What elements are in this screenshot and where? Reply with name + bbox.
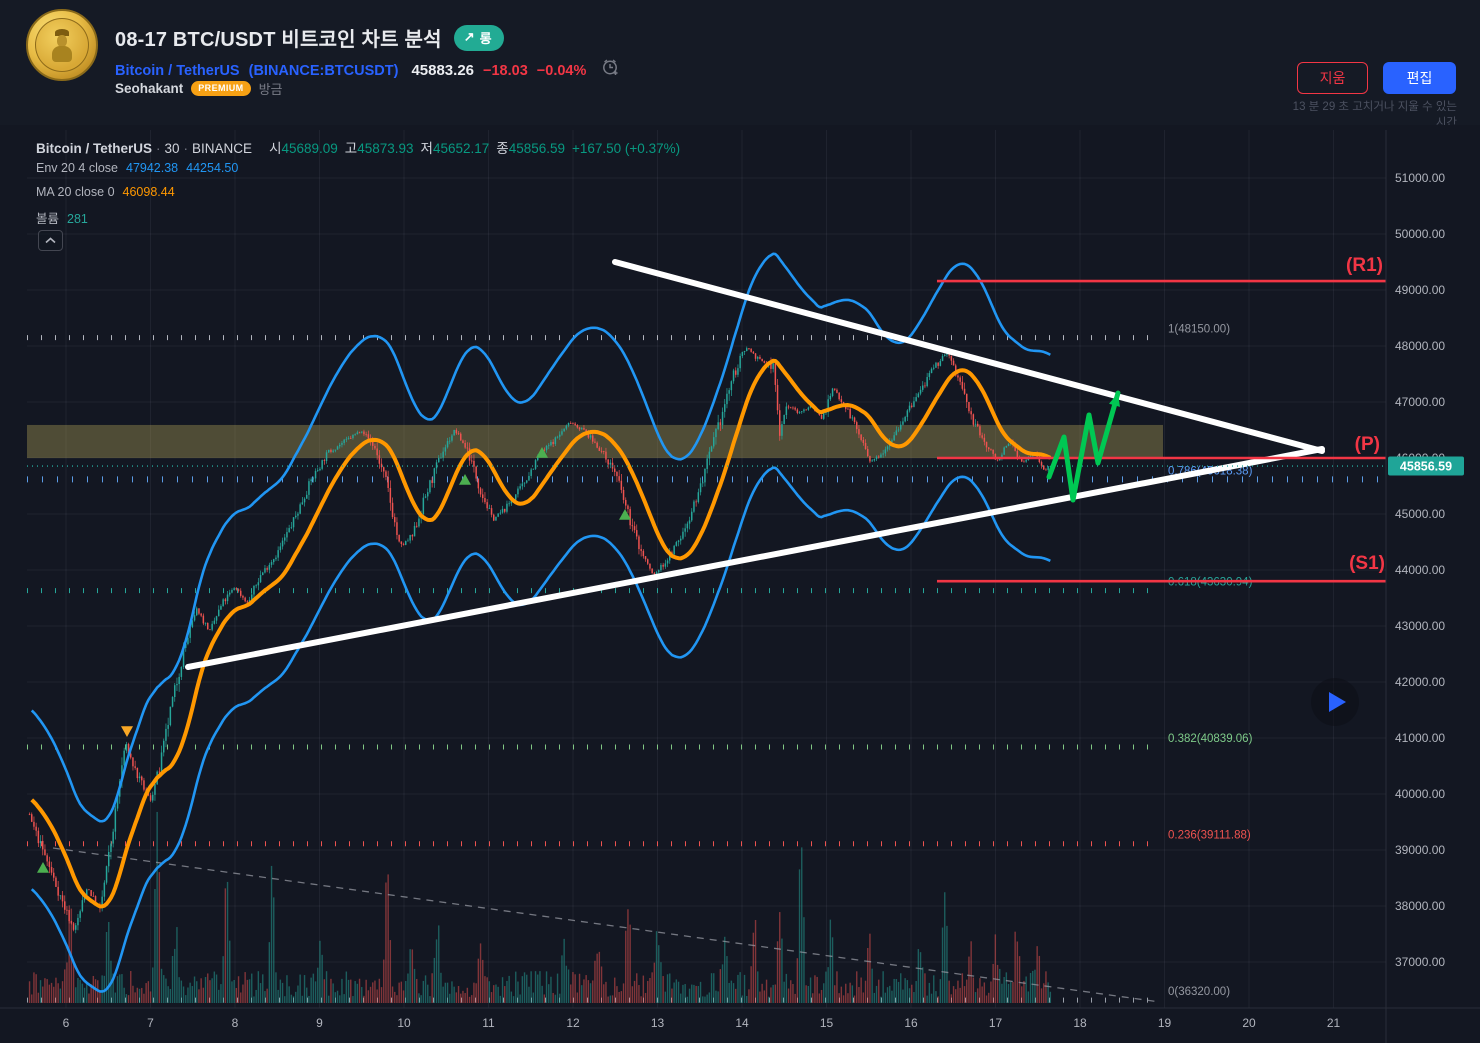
long-badge-label: 롱 [479,30,492,46]
play-button[interactable] [1311,678,1359,726]
svg-text:47000.00: 47000.00 [1395,395,1445,409]
svg-text:9: 9 [316,1016,323,1030]
svg-text:14: 14 [735,1016,749,1030]
legend-env[interactable]: Env 20 4 close 47942.38 44254.50 [36,161,239,175]
svg-text:15: 15 [820,1016,834,1030]
svg-text:50000.00: 50000.00 [1395,227,1445,241]
author-name[interactable]: Seohakant [115,81,184,96]
symbol-price: 45883.26 [411,62,475,79]
posted-time: 방금 [258,82,283,97]
grid [27,130,1386,1008]
env-upper-line [30,252,1051,823]
svg-text:(S1): (S1) [1349,553,1385,574]
volume-trendline[interactable] [52,847,1161,1003]
axes[interactable]: 37000.00 38000.00 39000.00 40000.00 41000.00… [0,130,1480,1043]
svg-text:0.618(43630.94): 0.618(43630.94) [1168,577,1253,589]
svg-text:(R1): (R1) [1346,255,1383,276]
svg-text:45000.00: 45000.00 [1395,507,1445,521]
svg-text:19: 19 [1158,1016,1172,1030]
symbol-change: −18.03 [483,63,528,79]
triangle-pattern[interactable] [185,259,1325,670]
svg-text:45856.59: 45856.59 [1400,460,1452,474]
svg-text:38000.00: 38000.00 [1395,899,1445,913]
premium-badge: PREMIUM [191,81,251,96]
svg-text:16: 16 [904,1016,918,1030]
svg-text:(P): (P) [1355,434,1380,455]
symbol-change-pct: −0.04% [536,63,587,79]
legend-collapse-button[interactable] [38,230,63,251]
symbol-code[interactable]: (BINANCE:BTCUSDT) [248,63,399,79]
page-title: 08-17 BTC/USDT 비트코인 차트 분석 [115,29,442,51]
legend-main[interactable]: Bitcoin / TetherUS · 30 · BINANCE 시45689.09 고4… [36,141,681,156]
play-icon [1329,692,1346,712]
legend-ohlc: 시45689.09 고45873.93 저45652.17 종45856.59 +167… [269,141,681,156]
svg-text:37000.00: 37000.00 [1395,955,1445,969]
svg-text:10: 10 [397,1016,411,1030]
svg-text:17: 17 [989,1016,1003,1030]
svg-text:0(36320.00): 0(36320.00) [1168,986,1230,998]
svg-text:12: 12 [566,1016,580,1030]
projection-arrow[interactable] [1046,390,1121,503]
add-alert-icon[interactable] [601,58,620,82]
svg-text:40000.00: 40000.00 [1395,787,1445,801]
legend-exchange: BINANCE [192,141,253,156]
svg-text:20: 20 [1242,1016,1256,1030]
svg-text:51000.00: 51000.00 [1395,171,1445,185]
volume-bars [28,811,1052,1003]
symbol-link[interactable]: Bitcoin / TetherUS [115,63,240,79]
svg-text:11: 11 [482,1016,495,1030]
ma-line [30,358,1052,909]
trend-up-icon: ↗ [463,29,475,44]
svg-text:1(48150.00): 1(48150.00) [1168,324,1230,336]
svg-text:7: 7 [147,1016,154,1030]
avatar-figure-icon [51,29,73,63]
edit-button[interactable]: 편집 [1383,62,1456,94]
svg-text:6: 6 [63,1016,70,1030]
svg-text:44000.00: 44000.00 [1395,563,1445,577]
svg-text:21: 21 [1327,1016,1341,1030]
last-price-label: 45856.59 [1388,456,1464,476]
pivot-lines[interactable]: (R1) (P) (S1) [937,255,1386,583]
svg-text:42000.00: 42000.00 [1395,675,1445,689]
legend-symbol: Bitcoin / TetherUS [36,141,153,156]
legend-bar-change: +167.50 (+0.37%) [572,141,681,156]
svg-text:49000.00: 49000.00 [1395,283,1445,297]
svg-text:39000.00: 39000.00 [1395,843,1445,857]
long-badge: ↗ 롱 [453,24,504,51]
chart-panel: 1(48150.00)0.786(45618.38)0.618(43630.94… [0,125,1480,1043]
svg-text:48000.00: 48000.00 [1395,339,1445,353]
svg-text:13: 13 [651,1016,665,1030]
svg-text:43000.00: 43000.00 [1395,619,1445,633]
svg-text:18: 18 [1073,1016,1087,1030]
svg-text:0.382(40839.06): 0.382(40839.06) [1168,733,1253,745]
chevron-up-icon [45,237,56,244]
legend-interval: 30 [164,141,180,156]
delete-button[interactable]: 지움 [1297,62,1368,94]
legend-volume[interactable]: 볼륨 281 [36,212,88,226]
trade-markers [37,447,631,873]
legend-ma[interactable]: MA 20 close 0 46098.44 [36,185,175,199]
projection-arrowhead [1108,393,1120,407]
svg-text:0.236(39111.88): 0.236(39111.88) [1168,830,1251,842]
svg-text:41000.00: 41000.00 [1395,731,1445,745]
env-lower-line [30,466,1051,993]
price-chart[interactable]: 1(48150.00)0.786(45618.38)0.618(43630.94… [0,125,1480,1043]
author-avatar[interactable] [26,9,98,81]
svg-text:8: 8 [232,1016,239,1030]
